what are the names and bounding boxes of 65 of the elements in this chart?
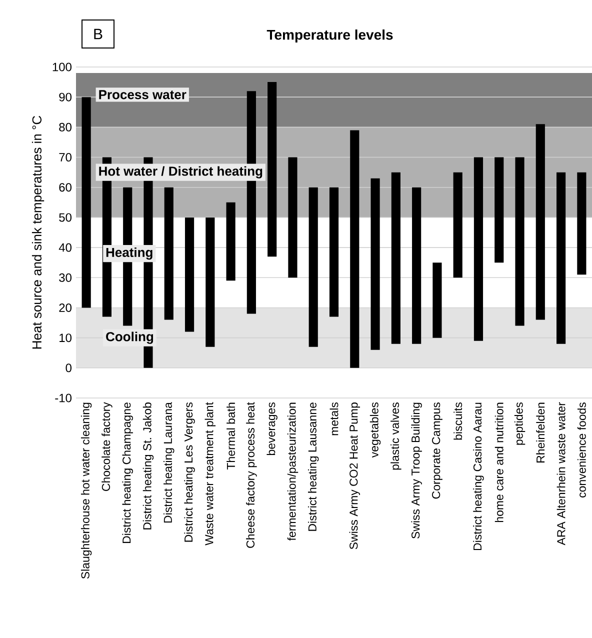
x-tick-label: convenience foods	[577, 402, 586, 498]
x-tick-label: peptides	[514, 402, 526, 445]
x-tick-label: home care and nutrition	[494, 402, 504, 522]
bar	[391, 172, 400, 344]
bar	[82, 97, 91, 308]
x-tick-label: Swiss Army CO2 Heat Pump	[349, 402, 360, 550]
bar	[329, 187, 339, 317]
bar	[453, 172, 462, 278]
x-tick-label: District heating Lausanne	[308, 402, 319, 531]
bar	[288, 157, 298, 278]
x-tick-label: Rheinfelden	[536, 402, 545, 462]
bar	[268, 82, 277, 257]
bar	[474, 157, 484, 341]
x-tick-label: beverages	[266, 402, 278, 456]
bar	[350, 130, 360, 368]
x-tick-label: Cheese factory process heat	[246, 402, 257, 548]
bar	[412, 187, 422, 344]
y-tick-label: 80	[59, 122, 72, 132]
x-tick-label: Slaughterhouse hot water cleaning	[80, 402, 92, 579]
bar	[515, 157, 524, 326]
x-tick-label: District heating Laurana	[164, 402, 174, 523]
x-tick-label: District heating Les Vergers	[184, 402, 195, 542]
bar	[556, 172, 566, 344]
bar	[226, 202, 236, 281]
y-tick-label: 10	[60, 334, 72, 342]
y-tick-label: 30	[59, 273, 72, 282]
y-tick-label: 90	[59, 92, 72, 102]
band-label: Process water	[99, 90, 186, 100]
band-label: Cooling	[106, 332, 154, 344]
y-tick-label: 40	[58, 243, 72, 252]
x-tick-label: plastic valves	[390, 402, 402, 470]
y-axis-title: Heat source and sink temperatures in °C	[32, 116, 44, 349]
x-tick-label: ARA Altenrhein waste water	[556, 402, 566, 546]
y-tick-label: 100	[52, 62, 72, 72]
chart-title: Temperature levels	[266, 29, 393, 43]
bar	[164, 187, 174, 320]
y-tick-label: 70	[59, 153, 72, 162]
bar	[308, 187, 318, 347]
bar	[494, 157, 504, 263]
x-tick-label: biscuits	[454, 402, 462, 440]
y-tick-label: 60	[59, 183, 72, 192]
bar	[432, 262, 442, 338]
bar	[184, 217, 194, 332]
text: B	[94, 28, 102, 40]
annotation: Heating	[106, 247, 152, 260]
x-tick-label: metals	[330, 402, 338, 436]
x-tick-label: District heating Champagne	[122, 402, 133, 544]
band-label: Hot water / District heating	[99, 166, 262, 178]
x-tick-label: vegetables	[370, 402, 381, 458]
x-tick-label: Corporate Campus	[432, 402, 442, 499]
bar	[370, 178, 380, 350]
bar	[577, 172, 586, 275]
x-tick-label: fermentation/pasteurization	[287, 402, 298, 541]
y-tick-label: -10	[55, 394, 72, 402]
x-tick-label: District heating Casino Aarau	[473, 402, 484, 550]
y-tick-label: 0	[66, 364, 72, 372]
x-tick-label: Chocolate factory	[102, 402, 112, 491]
x-tick-label: Waste water treatment plant	[204, 402, 216, 546]
bar	[206, 217, 215, 347]
x-tick-label: Swiss Army Troop Building	[411, 402, 422, 538]
x-tick-label: Thermal bath	[226, 402, 236, 470]
y-tick-label: 50	[59, 213, 72, 222]
y-tick-label: 20	[59, 303, 72, 312]
bar	[536, 124, 545, 320]
x-tick-label: District heating St. Jakob	[142, 402, 154, 530]
